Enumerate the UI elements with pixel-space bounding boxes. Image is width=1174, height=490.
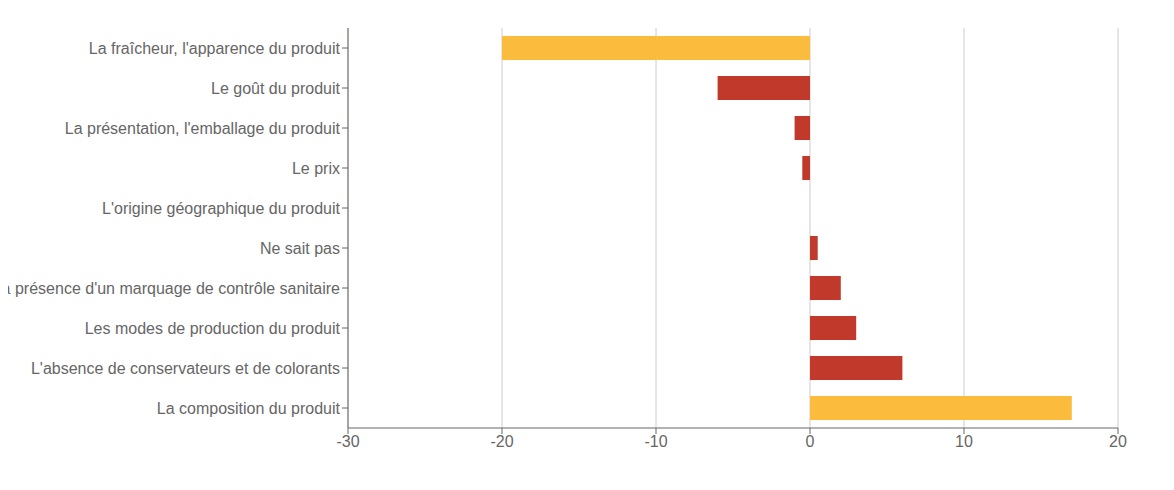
- svg-text:-20: -20: [490, 433, 513, 450]
- svg-text:-10: -10: [644, 433, 667, 450]
- svg-text:-30: -30: [336, 433, 359, 450]
- svg-text:Le goût du produit: Le goût du produit: [211, 80, 341, 97]
- svg-text:L'origine géographique du prod: L'origine géographique du produit: [102, 200, 340, 217]
- svg-text:20: 20: [1109, 433, 1127, 450]
- svg-text:Ne sait pas: Ne sait pas: [260, 240, 340, 257]
- svg-text:10: 10: [955, 433, 973, 450]
- svg-text:L'absence de conservateurs et: L'absence de conservateurs et de coloran…: [31, 360, 340, 377]
- svg-text:Le prix: Le prix: [292, 160, 340, 177]
- svg-text:La présentation, l'emballage d: La présentation, l'emballage du produit: [65, 120, 341, 137]
- svg-text:0: 0: [806, 433, 815, 450]
- svg-text:La présence d'un marquage de c: La présence d'un marquage de contrôle sa…: [8, 280, 340, 297]
- svg-text:Les modes de production du pro: Les modes de production du produit: [85, 320, 341, 337]
- svg-text:La fraîcheur, l'apparence du p: La fraîcheur, l'apparence du produit: [89, 40, 341, 57]
- svg-text:La composition du produit: La composition du produit: [157, 400, 341, 417]
